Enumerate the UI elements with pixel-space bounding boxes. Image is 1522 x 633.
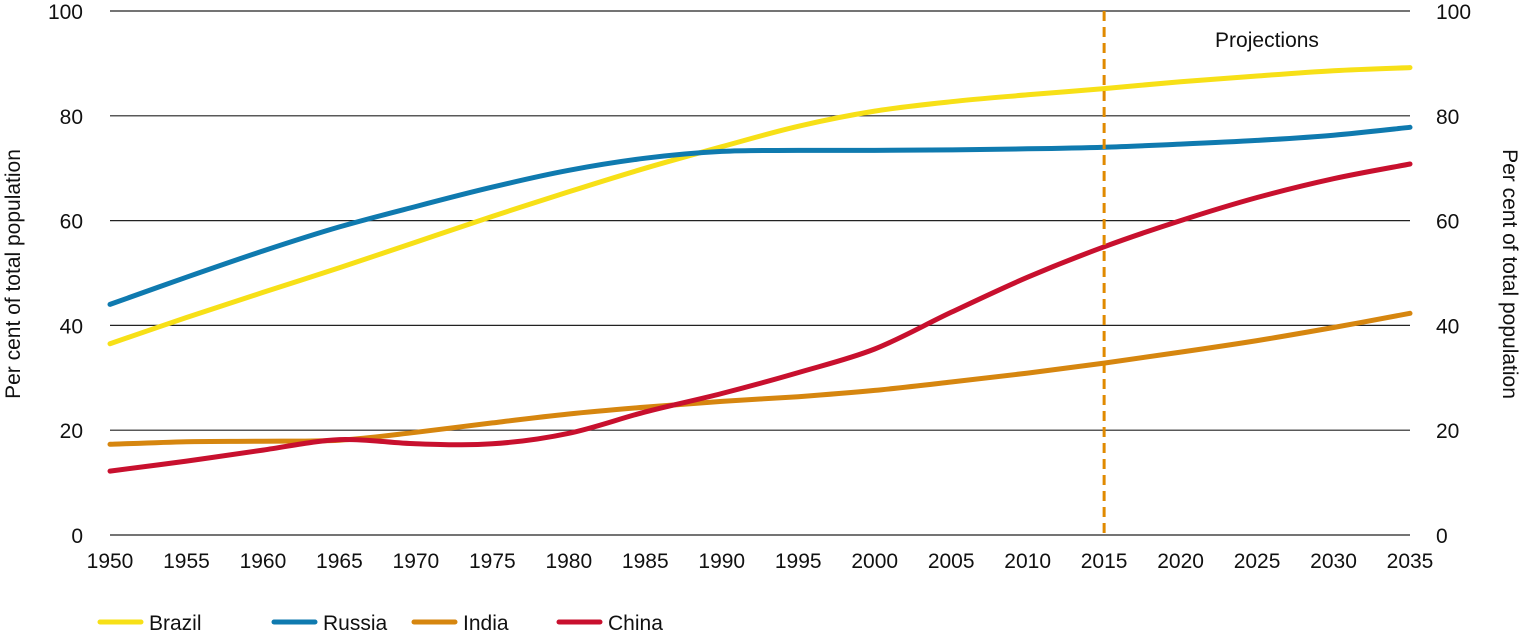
x-tick-1960: 1960	[240, 550, 287, 573]
x-tick-2030: 2030	[1310, 550, 1357, 573]
legend-label-china: China	[608, 612, 663, 633]
y-tick-left-20: 20	[60, 420, 83, 443]
x-tick-2035: 2035	[1387, 550, 1434, 573]
x-axis-ticks: 1950 1955 1960 1965 1970 1975 1980 1985 1990 1995…	[87, 550, 1434, 573]
y-axis-right-title: Per cent of total population	[1498, 149, 1521, 399]
x-tick-2015: 2015	[1081, 550, 1128, 573]
series-line-china	[107, 161, 1413, 474]
x-tick-1970: 1970	[393, 550, 440, 573]
series-line-brazil	[107, 65, 1413, 347]
legend-label-india: India	[463, 612, 509, 633]
x-tick-1965: 1965	[316, 550, 363, 573]
y-axis-left-ticks: 0 20 40 60 80 100	[48, 1, 83, 548]
x-tick-1995: 1995	[775, 550, 822, 573]
x-tick-1985: 1985	[622, 550, 669, 573]
x-tick-1955: 1955	[163, 550, 210, 573]
series-lines	[107, 65, 1413, 474]
y-axis-right-ticks: 0 20 40 60 80 100	[1436, 1, 1471, 548]
projection-label: Projections	[1215, 29, 1319, 52]
x-tick-2010: 2010	[1004, 550, 1051, 573]
projections-annotation: Projections	[1102, 11, 1319, 535]
y-tick-right-0: 0	[1436, 525, 1448, 548]
y-tick-right-80: 80	[1436, 106, 1459, 129]
legend-label-russia: Russia	[323, 612, 388, 633]
x-tick-1950: 1950	[87, 550, 134, 573]
gridlines	[110, 10, 1410, 536]
x-tick-2020: 2020	[1157, 550, 1204, 573]
legend-label-brazil: Brazil	[149, 612, 202, 633]
x-tick-2000: 2000	[851, 550, 898, 573]
x-tick-2005: 2005	[928, 550, 975, 573]
x-tick-2025: 2025	[1234, 550, 1281, 573]
y-tick-left-80: 80	[60, 106, 83, 129]
x-tick-1975: 1975	[469, 550, 516, 573]
series-line-russia	[107, 124, 1413, 307]
x-tick-1990: 1990	[698, 550, 745, 573]
y-tick-left-100: 100	[48, 1, 83, 24]
legend: Brazil Russia India China	[97, 612, 663, 633]
y-tick-right-100: 100	[1436, 1, 1471, 24]
x-tick-1980: 1980	[545, 550, 592, 573]
y-tick-left-0: 0	[71, 525, 83, 548]
y-tick-right-40: 40	[1436, 315, 1459, 338]
y-tick-left-60: 60	[60, 211, 83, 234]
series-line-india	[107, 310, 1413, 447]
y-tick-left-40: 40	[60, 315, 83, 338]
y-axis-left-title: Per cent of total population	[2, 149, 25, 399]
y-tick-right-60: 60	[1436, 211, 1459, 234]
y-tick-right-20: 20	[1436, 420, 1459, 443]
